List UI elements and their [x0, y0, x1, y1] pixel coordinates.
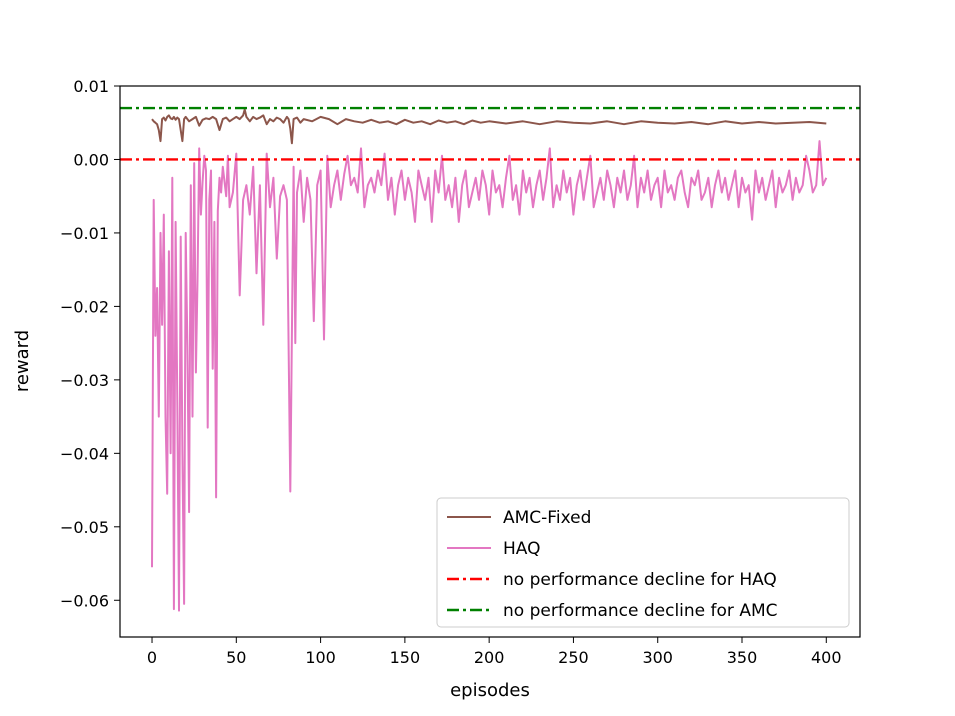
legend-label: AMC-Fixed — [503, 508, 591, 528]
x-tick-label: 300 — [642, 648, 673, 667]
series-layer — [120, 106, 860, 612]
legend-box — [436, 497, 850, 628]
x-tick-label: 100 — [305, 648, 336, 667]
legend: AMC-Fixed HAQ no performance decline for H… — [436, 497, 850, 628]
y-tick-label: −0.05 — [60, 518, 109, 537]
x-tick-label: 350 — [727, 648, 758, 667]
x-axis-label: episodes — [450, 680, 530, 701]
x-tick-label: 150 — [390, 648, 421, 667]
y-tick-label: 0.00 — [73, 150, 109, 169]
y-tick-label: −0.01 — [60, 224, 109, 243]
x-tick-label: 0 — [147, 648, 157, 667]
y-tick-label: −0.04 — [60, 444, 109, 463]
y-axis-ticks: 0.01 0.00 −0.01 −0.02 −0.03 −0.04 −0.05 −0.06 — [60, 77, 120, 610]
legend-label: HAQ — [503, 539, 541, 559]
x-tick-label: 50 — [226, 648, 246, 667]
y-tick-label: −0.06 — [60, 591, 109, 610]
series-amc-fixed-line — [151, 108, 827, 145]
x-axis-ticks: 0 50 100 150 200 250 300 350 400 — [147, 637, 842, 667]
plot-area — [120, 106, 860, 612]
x-tick-label: 200 — [474, 648, 505, 667]
y-axis-label: reward — [12, 330, 33, 392]
x-tick-label: 400 — [811, 648, 842, 667]
plot-frame — [119, 85, 861, 638]
y-tick-label: 0.01 — [73, 77, 109, 96]
x-tick-label: 250 — [558, 648, 589, 667]
legend-label: no performance decline for HAQ — [503, 570, 777, 590]
y-tick-label: −0.03 — [60, 371, 109, 390]
legend-items: AMC-Fixed HAQ no performance decline for H… — [447, 508, 777, 621]
legend-label: no performance decline for AMC — [503, 601, 777, 621]
y-tick-label: −0.02 — [60, 297, 109, 316]
series-haq-line — [151, 140, 828, 612]
